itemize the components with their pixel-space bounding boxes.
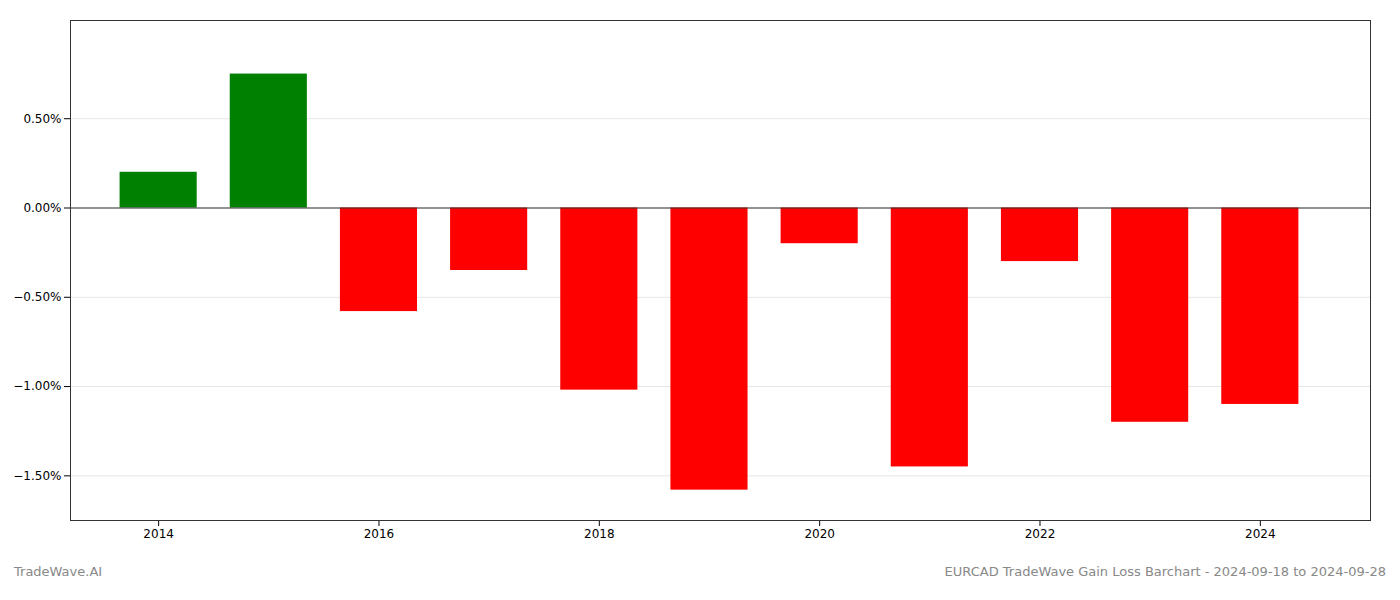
svg-text:2022: 2022	[1025, 527, 1056, 541]
svg-text:2024: 2024	[1245, 527, 1276, 541]
svg-text:−1.00%: −1.00%	[13, 379, 61, 393]
html-text:TradeWave.AI: TradeWave.AI	[14, 564, 103, 579]
svg-text:2020: 2020	[804, 527, 835, 541]
svg-text:0.50%: 0.50%	[23, 112, 61, 126]
svg-text:2014: 2014	[143, 527, 174, 541]
svg-text:0.00%: 0.00%	[23, 201, 61, 215]
svg-text:−1.50%: −1.50%	[13, 469, 61, 483]
html-text:EURCAD TradeWave Gain Loss Bar: EURCAD TradeWave Gain Loss Barchart - 20…	[944, 564, 1386, 579]
svg-text:2018: 2018	[584, 527, 615, 541]
svg-text:2016: 2016	[364, 527, 395, 541]
svg-text:−0.50%: −0.50%	[13, 290, 61, 304]
